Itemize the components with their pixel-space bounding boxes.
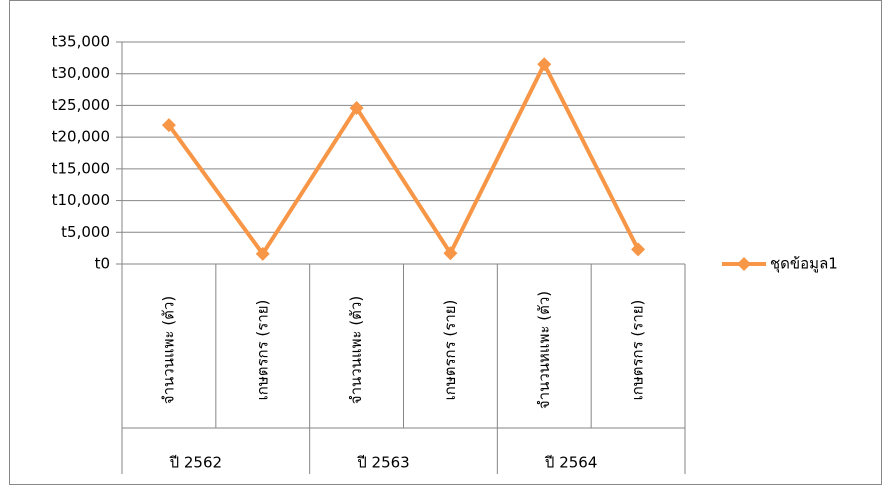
marker [349, 100, 364, 115]
group-label: ปี 2563 [356, 454, 409, 472]
y-tick-label: t25,000 [52, 96, 110, 114]
line [167, 62, 640, 256]
group-label: ปี 2562 [169, 454, 222, 472]
y-tick-label: t20,000 [52, 128, 110, 146]
group-label: ปี 2564 [544, 454, 597, 472]
y-tick-label: t10,000 [52, 191, 110, 209]
x-tick-label: เกษตรกร (ราย) [253, 300, 271, 401]
x-tick-label: จำนวนแพะ (ตัว) [159, 296, 177, 404]
marker [537, 57, 552, 72]
legend-label: ชุดข้อมูล1 [770, 255, 838, 274]
y-tick-label: t35,000 [52, 33, 110, 51]
marker [255, 246, 270, 261]
y-tick-label: t30,000 [52, 64, 110, 82]
marker [631, 242, 646, 257]
y-tick-label: t15,000 [52, 159, 110, 177]
marker [443, 246, 458, 261]
y-tick-label: t5,000 [61, 223, 110, 241]
x-tick-label: เกษตรกร (ราย) [629, 300, 647, 401]
y-tick-label: t0 [95, 255, 110, 273]
legend-marker [737, 257, 751, 271]
x-tick-label: จำนวนหแพะ (ตัว) [535, 291, 553, 409]
marker [161, 118, 176, 133]
x-tick-label: เกษตรกร (ราย) [441, 300, 459, 401]
x-tick-label: จำนวนแพะ (ตัว) [347, 296, 365, 404]
